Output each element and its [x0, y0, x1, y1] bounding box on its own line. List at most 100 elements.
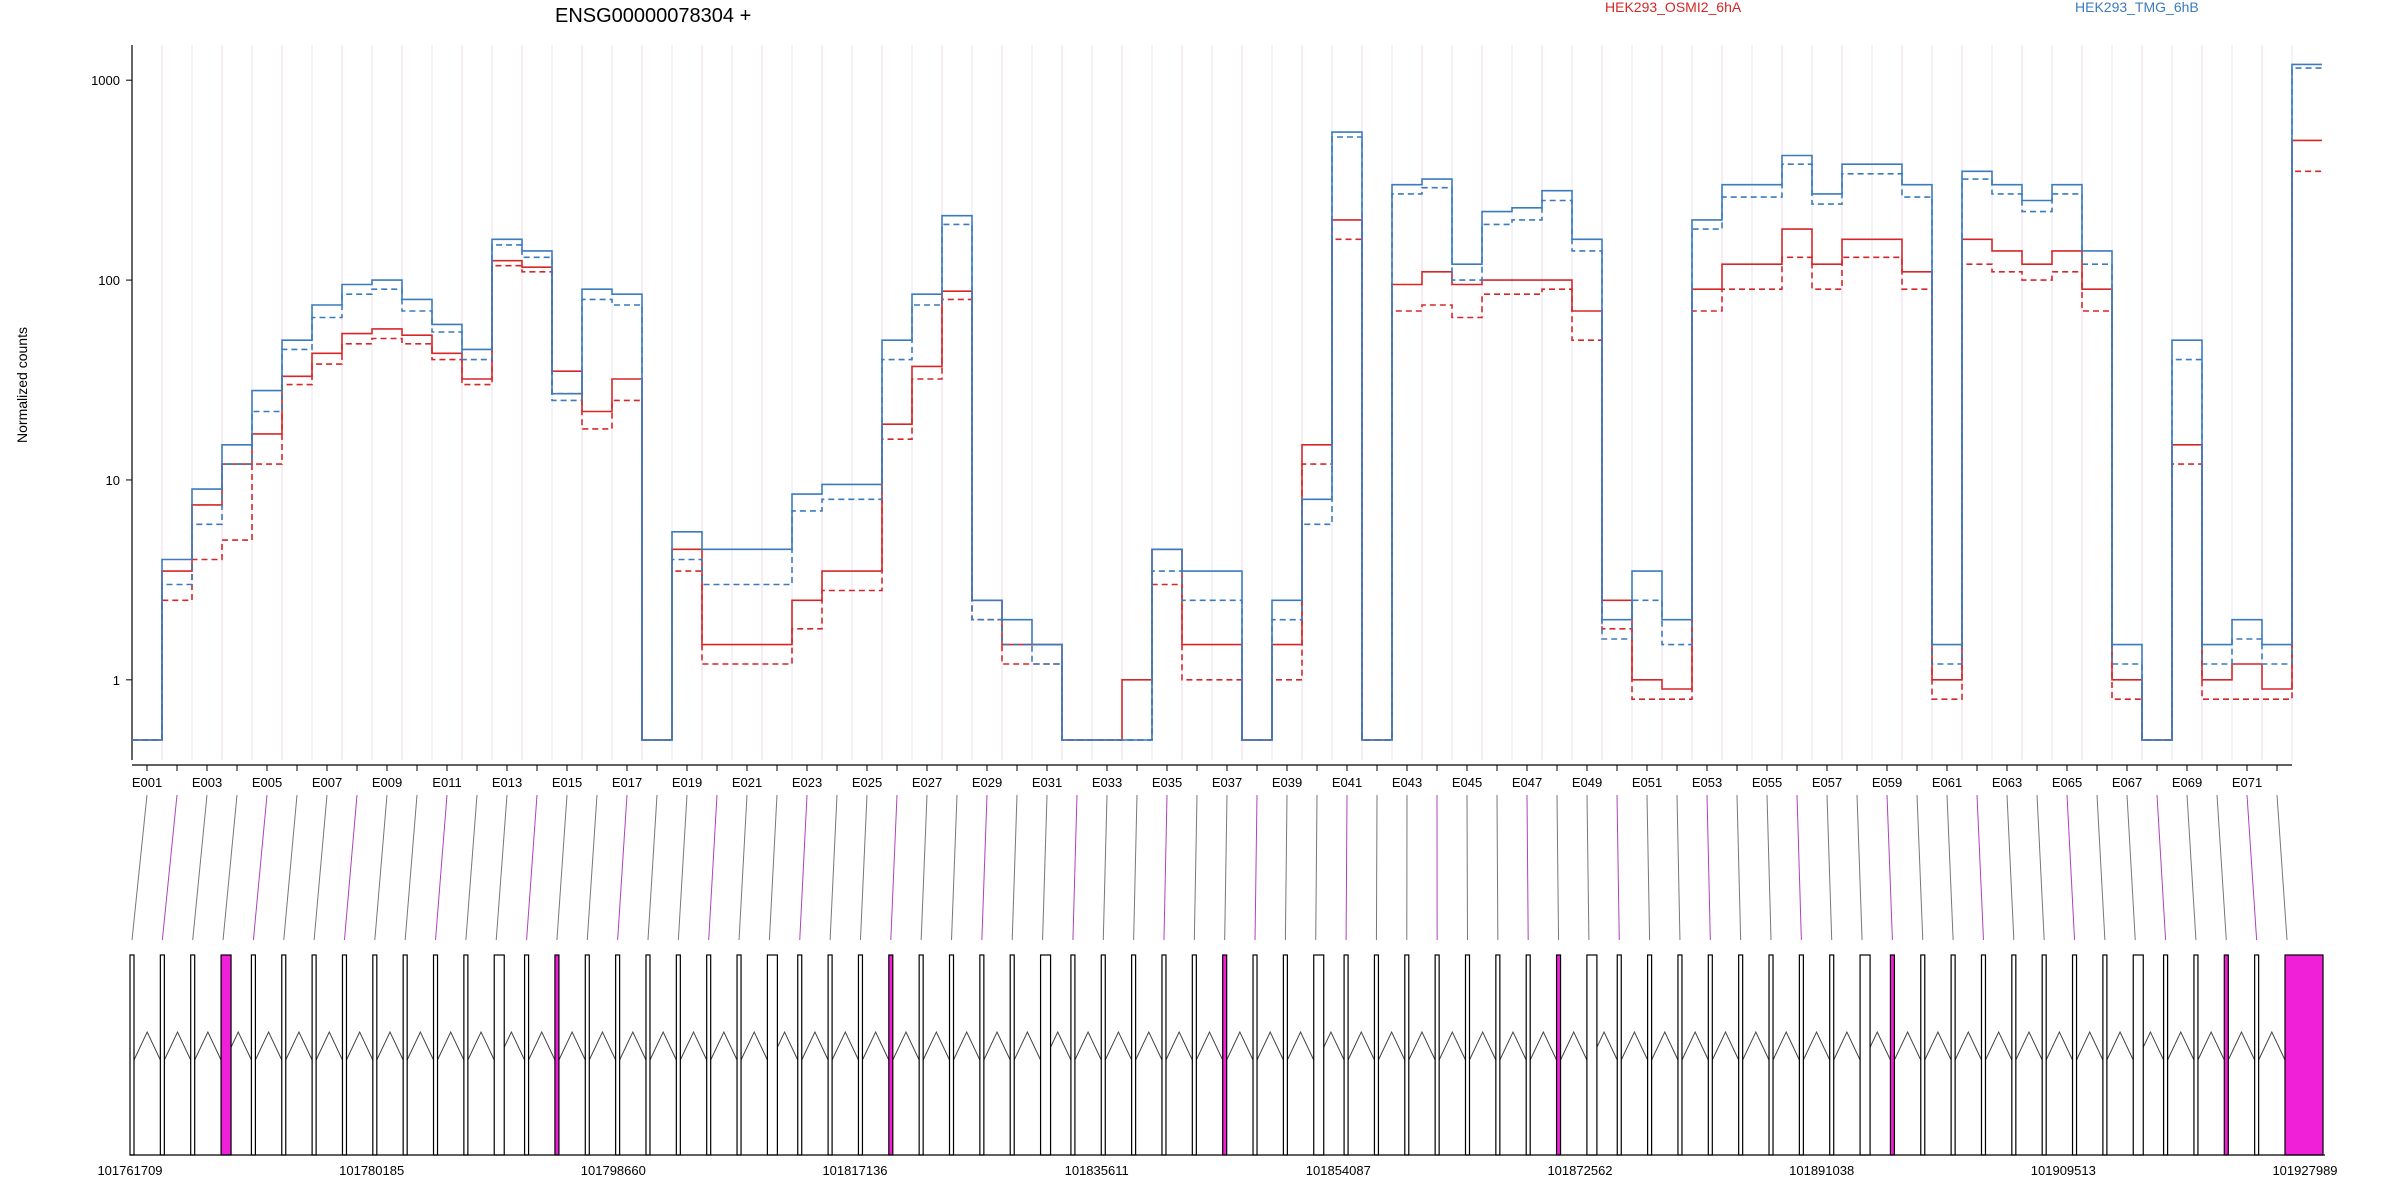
- exon-block: [1495, 954, 1501, 1156]
- exon-connector: [1856, 794, 1863, 941]
- exon-connector: [1886, 794, 1893, 941]
- exon-block: [797, 954, 803, 1156]
- exon-tick-label: E043: [1392, 775, 1422, 790]
- exon-connector: [890, 794, 898, 941]
- exon-connector: [1315, 794, 1318, 941]
- legend-entry-tmg: HEK293_TMG_6hB: [2075, 0, 2199, 15]
- exon-block: [1464, 954, 1471, 1156]
- series-line-2: [132, 63, 2322, 741]
- intron-line: [376, 1030, 404, 1061]
- exon-block: [1859, 954, 1871, 1156]
- exon-block: [1100, 954, 1106, 1156]
- exon-block: [1282, 954, 1288, 1156]
- exon-tick-label: E067: [2112, 775, 2142, 790]
- exon-connector: [1254, 794, 1258, 941]
- exon-connector: [131, 794, 148, 941]
- exon-connector: [192, 794, 208, 941]
- exon-block: [220, 954, 232, 1156]
- intron-line: [163, 1030, 192, 1061]
- exon-connector: [435, 794, 448, 941]
- exon-connector: [1224, 794, 1228, 941]
- exon-connector: [1042, 794, 1048, 941]
- intron-line: [1165, 1030, 1193, 1061]
- exon-block: [675, 954, 681, 1156]
- exon-connector: [2096, 794, 2106, 941]
- genomic-tick-label: 101780185: [339, 1163, 404, 1178]
- exon-gridlines: [131, 45, 2293, 760]
- exon-connector: [283, 794, 298, 941]
- exon-tick-label: E049: [1572, 775, 1602, 790]
- exon-block: [706, 954, 712, 1156]
- exon-block: [2011, 954, 2017, 1156]
- exon-block: [311, 954, 317, 1156]
- intron-line: [983, 1030, 1011, 1061]
- intron-line: [1347, 1030, 1375, 1061]
- intron-line: [1924, 1030, 1952, 1061]
- exon-connector: [2036, 794, 2045, 941]
- gene-model: [129, 954, 2325, 1156]
- exon-tick-label: E045: [1452, 775, 1482, 790]
- intron-line: [1620, 1030, 1649, 1061]
- exon-connector: [1496, 794, 1499, 941]
- exon-connector: [252, 794, 268, 941]
- exon-connector: [1526, 794, 1529, 941]
- exon-tick-label: E037: [1212, 775, 1242, 790]
- intron-line: [528, 1030, 556, 1061]
- intron-line: [861, 1030, 890, 1061]
- genomic-tick-label: 101798660: [581, 1163, 646, 1178]
- exon-tick-label: E039: [1272, 775, 1302, 790]
- intron-line: [1772, 1030, 1800, 1061]
- exon-block: [554, 954, 560, 1156]
- exon-connector: [1646, 794, 1651, 941]
- exon-tick-label: E061: [1932, 775, 1962, 790]
- exon-connector: [2186, 794, 2197, 941]
- exon-connector: [1946, 794, 1954, 941]
- exon-connector: [2216, 794, 2227, 941]
- exon-connector: [1345, 794, 1348, 941]
- exon-block: [1798, 954, 1804, 1156]
- exon-tick-label: E033: [1092, 775, 1122, 790]
- intron-line: [133, 1030, 161, 1061]
- exon-tick-label: E015: [552, 775, 582, 790]
- exon-block: [2071, 954, 2078, 1156]
- intron-line: [2167, 1030, 2195, 1061]
- exon-block: [1404, 954, 1410, 1156]
- intron-line: [831, 1030, 859, 1061]
- exon-connector: [2276, 794, 2288, 941]
- exon-block: [827, 954, 833, 1156]
- exon-block: [159, 954, 165, 1156]
- exon-block: [1647, 954, 1653, 1156]
- genomic-tick-label: 101927989: [2272, 1163, 2337, 1178]
- exon-connector: [1556, 794, 1560, 941]
- exon-block: [523, 954, 530, 1156]
- exon-block: [463, 954, 469, 1156]
- exon-block: [1768, 954, 1774, 1156]
- genomic-tick-label: 101909513: [2031, 1163, 2096, 1178]
- y-tick-label: 1000: [91, 73, 120, 88]
- exon-block: [1616, 954, 1622, 1156]
- exon-tick-label: E069: [2172, 775, 2202, 790]
- exon-tick-label: E013: [492, 775, 522, 790]
- legend-entry-osmi2: HEK293_OSMI2_6hA: [1605, 0, 1742, 15]
- exon-block: [2223, 954, 2229, 1156]
- genomic-tick-label: 101761709: [97, 1163, 162, 1178]
- intron-line: [649, 1030, 677, 1061]
- exon-connector: [1193, 794, 1198, 941]
- intron-line: [2015, 1030, 2043, 1061]
- intron-line: [588, 1030, 617, 1061]
- exon-connector: [768, 794, 778, 941]
- intron-line: [2197, 1030, 2225, 1061]
- intron-line: [285, 1030, 313, 1061]
- exon-connector: [1766, 794, 1772, 941]
- exon-block: [250, 954, 257, 1156]
- exon-block: [1707, 954, 1713, 1156]
- intron-line: [1226, 1030, 1254, 1061]
- y-tick-label: 100: [98, 273, 120, 288]
- intron-line: [254, 1030, 283, 1061]
- exon-connector: [859, 794, 868, 941]
- exon-block: [645, 954, 651, 1156]
- exon-tick-label: E011: [432, 775, 461, 790]
- series-line-1: [132, 170, 2322, 741]
- intron-line: [1681, 1030, 1709, 1061]
- exon-tick-label: E055: [1752, 775, 1782, 790]
